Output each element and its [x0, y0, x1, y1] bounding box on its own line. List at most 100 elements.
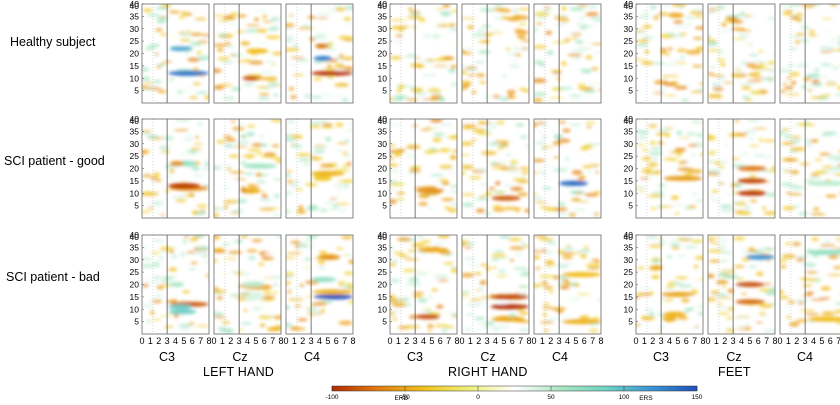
- texture-blob: [571, 197, 581, 202]
- feature-blob: [167, 304, 193, 310]
- texture-blob: [448, 28, 457, 31]
- texture-blob: [179, 327, 191, 332]
- texture-blob: [171, 194, 187, 199]
- panel-frame: [285, 234, 354, 335]
- texture-blob: [708, 172, 721, 176]
- texture-blob: [514, 30, 529, 35]
- texture-blob: [142, 264, 153, 268]
- panel-r1-g0-c1: [213, 118, 282, 219]
- texture-blob: [475, 28, 487, 33]
- texture-blob: [479, 195, 486, 199]
- texture-blob: [441, 197, 455, 202]
- x-tick-label: 8: [206, 336, 211, 346]
- texture-blob: [497, 145, 504, 150]
- texture-blob: [492, 7, 508, 12]
- texture-blob: [397, 84, 406, 90]
- texture-blob: [636, 58, 646, 61]
- y-tick-label: 15: [378, 176, 388, 186]
- texture-blob: [183, 138, 195, 141]
- x-tick-label: 4: [493, 336, 498, 346]
- texture-blob: [145, 319, 153, 323]
- texture-blob: [439, 11, 452, 16]
- texture-blob: [337, 281, 347, 285]
- texture-blob: [437, 279, 449, 282]
- texture-blob: [694, 16, 703, 19]
- texture-blob: [798, 62, 807, 65]
- panel-frame: [533, 234, 602, 335]
- texture-blob: [190, 151, 195, 155]
- texture-blob: [462, 63, 469, 69]
- texture-blob: [787, 34, 802, 38]
- texture-blob: [176, 152, 189, 156]
- texture-blob: [717, 297, 734, 299]
- texture-blob: [806, 265, 816, 268]
- texture-blob: [552, 41, 568, 44]
- texture-blob: [390, 169, 399, 174]
- texture-blob: [546, 50, 554, 55]
- x-tick-label: 5: [501, 336, 506, 346]
- texture-blob: [708, 294, 722, 297]
- texture-blob: [498, 324, 510, 329]
- texture-blob: [411, 242, 426, 248]
- texture-blob: [335, 7, 346, 12]
- texture-blob: [518, 311, 529, 315]
- texture-blob: [493, 4, 504, 7]
- texture-blob: [300, 267, 316, 273]
- texture-blob: [402, 268, 418, 273]
- y-tick-label: 35: [624, 11, 634, 21]
- texture-blob: [449, 23, 456, 27]
- texture-blob: [427, 206, 439, 209]
- texture-blob: [834, 329, 839, 334]
- texture-blob: [240, 186, 246, 190]
- texture-blob: [255, 172, 263, 177]
- texture-blob: [694, 26, 703, 30]
- texture-blob: [758, 67, 773, 70]
- texture-blob: [821, 17, 833, 20]
- texture-blob: [418, 193, 430, 199]
- texture-blob: [297, 158, 312, 162]
- texture-blob: [796, 122, 812, 127]
- texture-blob: [160, 283, 172, 288]
- colorbar-gradient: [331, 385, 698, 392]
- texture-blob: [204, 162, 209, 167]
- texture-blob: [805, 271, 819, 274]
- texture-blob: [710, 290, 720, 295]
- texture-blob: [464, 246, 473, 249]
- texture-blob: [780, 265, 787, 269]
- feature-blob: [169, 281, 184, 288]
- texture-blob: [188, 268, 197, 270]
- feature-blob: [807, 316, 840, 322]
- texture-blob: [218, 48, 224, 52]
- texture-blob: [192, 82, 202, 86]
- texture-blob: [719, 251, 733, 254]
- texture-blob: [808, 29, 815, 34]
- texture-blob: [166, 16, 173, 19]
- colorbar-tick-label: 50: [547, 394, 555, 401]
- texture-blob: [214, 43, 227, 47]
- panel-blobs: [286, 5, 353, 102]
- texture-blob: [720, 62, 726, 67]
- texture-blob: [142, 283, 149, 288]
- texture-blob: [827, 53, 837, 57]
- texture-blob: [835, 309, 840, 313]
- texture-blob: [715, 279, 729, 285]
- x-tick-label: 2: [548, 336, 553, 346]
- texture-blob: [555, 298, 568, 301]
- texture-blob: [785, 93, 801, 96]
- group-label-right-hand: RIGHT HAND: [448, 365, 528, 379]
- texture-blob: [266, 326, 280, 332]
- texture-blob: [565, 263, 577, 265]
- y-tick-label: 40: [130, 1, 140, 11]
- texture-blob: [347, 27, 352, 30]
- texture-blob: [152, 262, 161, 266]
- texture-blob: [504, 23, 510, 26]
- y-tick-label: 40: [624, 230, 634, 240]
- texture-blob: [436, 24, 453, 27]
- texture-blob: [343, 16, 352, 22]
- texture-blob: [197, 122, 203, 126]
- texture-blob: [184, 50, 189, 55]
- texture-blob: [258, 92, 270, 96]
- texture-blob: [682, 205, 691, 208]
- row-label-sci-bad: SCI patient - bad: [6, 270, 100, 284]
- texture-blob: [748, 144, 760, 147]
